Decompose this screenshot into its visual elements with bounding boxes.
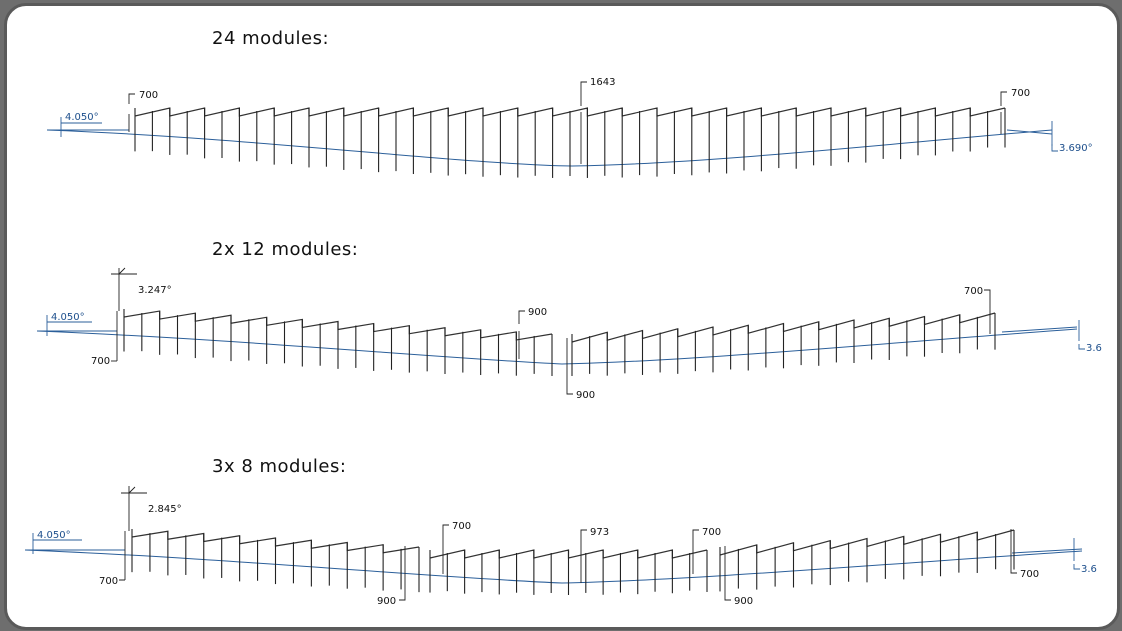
mounting-frame-12-b — [571, 312, 996, 376]
reference-line-right — [1001, 326, 1078, 333]
dimension-left-700 — [128, 93, 135, 132]
ground-angle-left-label: 4.050° — [37, 530, 71, 541]
ground-angle-right-marker — [1051, 121, 1058, 152]
terrain-line — [46, 129, 1053, 167]
dimension-left-700 — [119, 531, 126, 581]
dimension-label: 900 — [377, 596, 396, 607]
dimension-label: 700 — [99, 576, 118, 587]
dimension-label: 900 — [528, 307, 547, 318]
terrain-line — [36, 328, 1078, 365]
dimension-center-973 — [580, 529, 587, 583]
dimension-label: 900 — [734, 596, 753, 607]
tilt-angle-marker — [121, 486, 147, 531]
dimension-right-700 — [1000, 91, 1007, 134]
dimension-700-middle-left — [442, 524, 449, 574]
dimension-gap-900-right — [724, 546, 731, 601]
tilt-angle-label: 3.247° — [138, 285, 172, 296]
ground-angle-left-marker — [46, 315, 92, 336]
ground-angle-right-label: 3.6 — [1086, 343, 1102, 354]
tilt-angle-marker — [111, 267, 137, 311]
dimension-label: 700 — [139, 90, 158, 101]
dimension-label: 1643 — [590, 77, 615, 88]
mounting-frame-8-b — [429, 549, 708, 595]
reference-line-right — [1011, 548, 1083, 554]
dimension-right-700 — [984, 289, 991, 334]
dimension-700-middle-right — [692, 529, 699, 574]
mounting-frame-8-c — [719, 529, 1015, 592]
ground-angle-right-marker — [1078, 320, 1085, 350]
section-title-24-modules: 24 modules: — [212, 28, 329, 49]
dimension-label: 700 — [702, 527, 721, 538]
dimension-label: 900 — [576, 390, 595, 401]
terrain-line — [24, 549, 1083, 584]
dimension-left-700 — [111, 311, 118, 362]
solar-array-drawing: 24 modules: 4.050° 700 1643 700 3.690° 2… — [24, 28, 1102, 607]
ground-angle-right-label: 3.690° — [1059, 143, 1093, 154]
section-title-3x8-modules: 3x 8 modules: — [212, 456, 346, 477]
dimension-label: 700 — [1011, 88, 1030, 99]
ground-angle-left-label: 4.050° — [65, 112, 99, 123]
mounting-frame-24 — [134, 107, 1006, 178]
dimension-gap-900-bottom — [566, 338, 573, 395]
dimension-right-700 — [1010, 529, 1017, 574]
dimension-label: 700 — [1020, 569, 1039, 580]
dimension-label: 700 — [91, 356, 110, 367]
dimension-gap-900-top — [518, 310, 525, 359]
dimension-label: 700 — [964, 286, 983, 297]
section-title-2x12-modules: 2x 12 modules: — [212, 239, 358, 260]
dimension-center-1643 — [580, 81, 587, 164]
mounting-frame-12-a — [123, 309, 553, 376]
dimension-label: 700 — [452, 521, 471, 532]
drawing-frame: 24 modules: 4.050° 700 1643 700 3.690° 2… — [4, 3, 1120, 630]
dimension-gap-900-left — [399, 546, 406, 601]
ground-angle-left-label: 4.050° — [51, 312, 85, 323]
mounting-frame-8-a — [131, 529, 420, 593]
ground-angle-right-marker — [1073, 538, 1080, 570]
dimension-label: 973 — [590, 527, 609, 538]
ground-angle-right-label: 3.6 — [1081, 564, 1097, 575]
reference-line-right — [1006, 129, 1053, 135]
tilt-angle-label: 2.845° — [148, 504, 182, 515]
